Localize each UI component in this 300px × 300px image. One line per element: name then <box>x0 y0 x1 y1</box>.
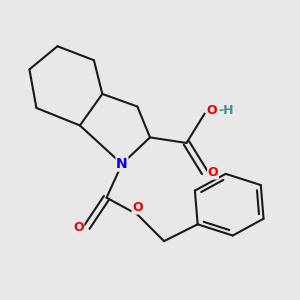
Text: -H: -H <box>218 104 233 117</box>
Text: O: O <box>208 166 218 179</box>
Text: N: N <box>116 157 128 171</box>
Text: O: O <box>206 104 217 117</box>
Text: O: O <box>132 201 143 214</box>
Text: O: O <box>73 220 84 234</box>
